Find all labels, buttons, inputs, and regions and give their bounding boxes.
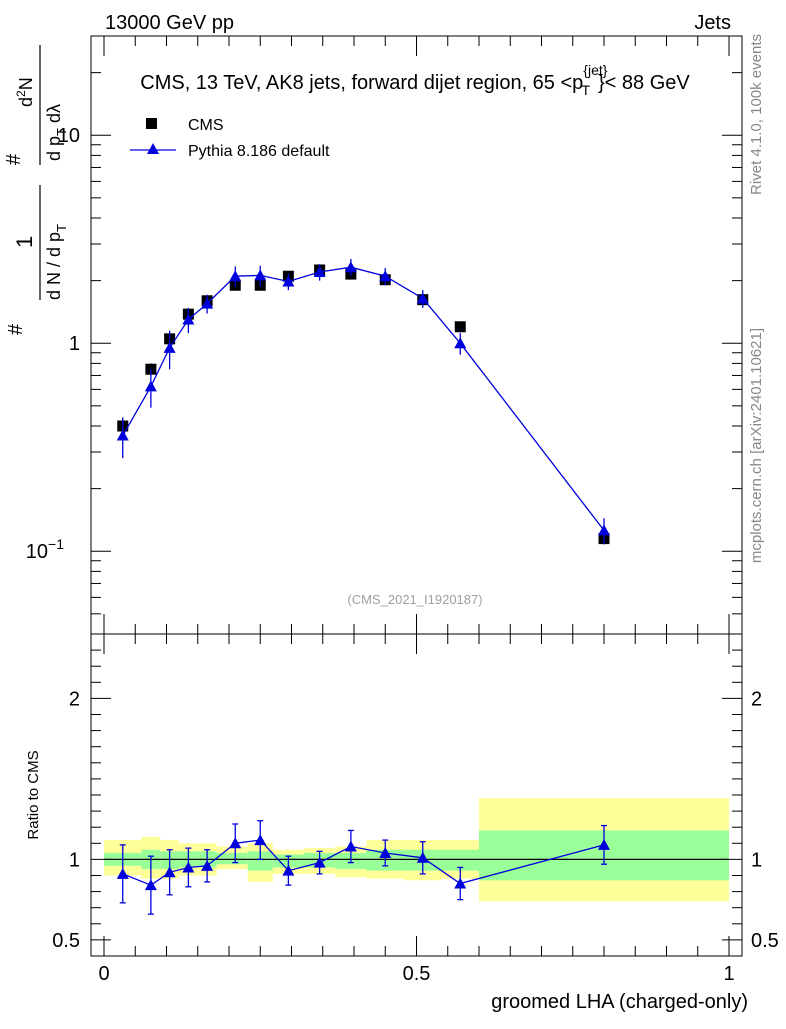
ratio-uncertainty-bands xyxy=(104,798,729,902)
x-tick-label: 0.5 xyxy=(403,963,431,985)
legend-label-pythia: Pythia 8.186 default xyxy=(188,143,330,160)
svg-text:d pT dλ: d pT dλ xyxy=(44,104,69,161)
legend: CMS Pythia 8.186 default xyxy=(130,117,330,160)
ratio-data-marks xyxy=(116,820,610,915)
ratio-pythia-point xyxy=(379,846,392,858)
ratio-pythia-point xyxy=(313,856,326,868)
x-axis-label: groomed LHA (charged-only) xyxy=(491,991,748,1013)
mcplots-label: mcplots.cern.ch [arXiv:2401.10621] xyxy=(748,328,765,563)
green-band-bin xyxy=(441,849,479,871)
pythia-point xyxy=(344,261,357,273)
ratio-pythia-point xyxy=(229,837,242,849)
pythia-point xyxy=(282,275,295,287)
ratio-y-tick-label: 0.5 xyxy=(52,930,80,952)
ratio-pythia-point xyxy=(254,834,267,846)
svg-text:d N / d pT: d N / d pT xyxy=(44,224,69,300)
legend-marker-pythia xyxy=(147,143,159,154)
svg-text:d2N: d2N xyxy=(14,77,36,107)
pythia-point xyxy=(144,380,157,392)
svg-text:1: 1 xyxy=(12,236,37,248)
pythia-point xyxy=(254,269,267,281)
ratio-y-tick-label: 2 xyxy=(69,688,80,710)
analysis-watermark: (CMS_2021_I1920187) xyxy=(347,592,482,607)
main-y-tick-label: 10−1 xyxy=(26,536,64,563)
ratio-pythia-point xyxy=(144,879,157,891)
legend-marker-cms xyxy=(146,118,157,129)
green-band-bin xyxy=(216,852,248,865)
ratio-pythia-point xyxy=(116,867,129,879)
ratio-pythia-point xyxy=(201,859,214,871)
pythia-point xyxy=(201,297,214,309)
cms-point xyxy=(454,321,466,333)
pythia-point xyxy=(416,292,429,304)
ratio-pythia-point xyxy=(163,866,176,878)
header-left: 13000 GeV pp xyxy=(105,12,234,34)
main-data-marks xyxy=(116,259,610,545)
x-tick-label: 0 xyxy=(98,963,109,985)
pythia-point xyxy=(182,313,195,325)
main-y-axis-label: # 1 d N / d pT # d2N d pT dλ xyxy=(3,45,69,335)
main-y-tick-label: 1 xyxy=(69,333,80,355)
pythia-point xyxy=(379,270,392,282)
main-y-tick-label: 10 xyxy=(58,125,80,147)
legend-label-cms: CMS xyxy=(188,117,224,134)
pythia-point xyxy=(313,266,326,278)
ratio-pythia-point xyxy=(282,864,295,876)
x-tick-label: 1 xyxy=(723,963,734,985)
pythia-line xyxy=(122,266,605,531)
svg-text:#: # xyxy=(3,153,25,165)
pythia-point xyxy=(229,270,242,282)
main-axis-ticks: 10−1 1 10 xyxy=(26,35,742,635)
ratio-axis-ticks: 0.5 0.5 1 1 2 2 0 0.5 1 xyxy=(52,634,779,985)
ratio-y-tick-label-right: 0.5 xyxy=(751,930,779,952)
ratio-pythia-point xyxy=(416,851,429,863)
ratio-plot-frame xyxy=(90,633,743,957)
pythia-point xyxy=(454,337,467,349)
pythia-point xyxy=(163,341,176,353)
ratio-pythia-point xyxy=(344,840,357,852)
ratio-pythia-point xyxy=(598,838,610,850)
ratio-pythia-line xyxy=(122,839,605,886)
ratio-y-axis-label: Ratio to CMS xyxy=(25,750,42,839)
header-right: Jets xyxy=(694,12,731,34)
pythia-point xyxy=(598,524,610,536)
ratio-pythia-point xyxy=(454,877,467,889)
green-band-bin xyxy=(247,851,273,871)
ratio-pythia-point xyxy=(182,861,195,873)
svg-text:#: # xyxy=(5,323,27,335)
ratio-y-tick-label: 1 xyxy=(69,849,80,871)
main-title: CMS, 13 TeV, AK8 jets, forward dijet reg… xyxy=(140,62,690,98)
rivet-version-label: Rivet 4.1.0, 100k events xyxy=(748,34,765,195)
ratio-y-tick-label-right: 2 xyxy=(751,688,762,710)
ratio-y-tick-label-right: 1 xyxy=(751,849,762,871)
pythia-point xyxy=(116,429,129,441)
